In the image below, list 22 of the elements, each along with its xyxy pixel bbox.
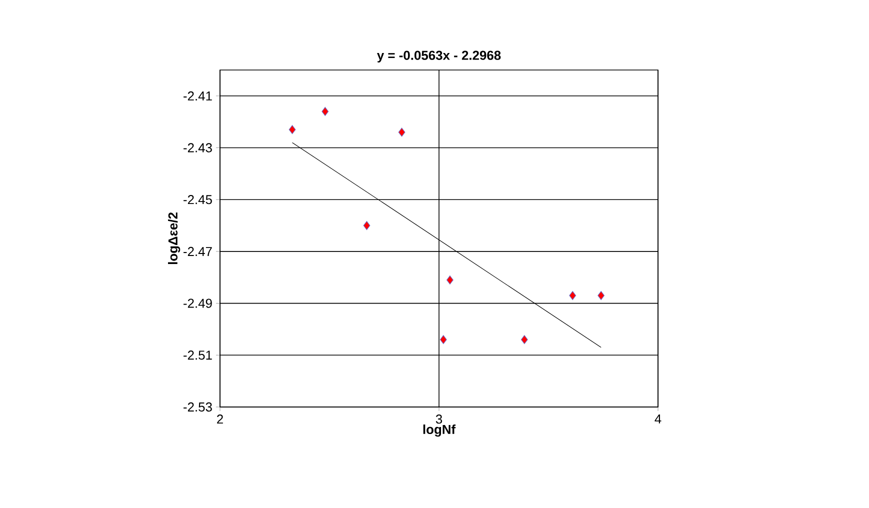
point — [520, 335, 528, 344]
y-tick-label: -2.41 — [184, 91, 212, 100]
point — [440, 335, 447, 344]
y-axis-title: logΔεe/2 — [168, 212, 180, 264]
y-tick-label: -2.45 — [184, 195, 212, 204]
y-tick-label: -2.49 — [184, 298, 212, 308]
x-axis-title: logNf — [423, 424, 456, 437]
point — [363, 221, 370, 230]
y-tick-label: -2.43 — [184, 143, 212, 152]
y-tick-label: -2.47 — [184, 246, 212, 256]
point — [446, 275, 454, 284]
chart-title: y = -0.0563x - 2.2968 — [376, 50, 501, 62]
point — [322, 106, 329, 116]
x-tick-label: 3 — [436, 414, 442, 424]
y-tick-label: -2.51 — [184, 350, 212, 360]
x-tick-label: 2 — [217, 414, 223, 424]
point — [398, 128, 406, 137]
point — [598, 291, 605, 300]
point — [569, 291, 576, 300]
point — [288, 125, 296, 134]
x-tick-label: 4 — [654, 414, 662, 424]
y-tick-label: -2.53 — [184, 402, 212, 412]
